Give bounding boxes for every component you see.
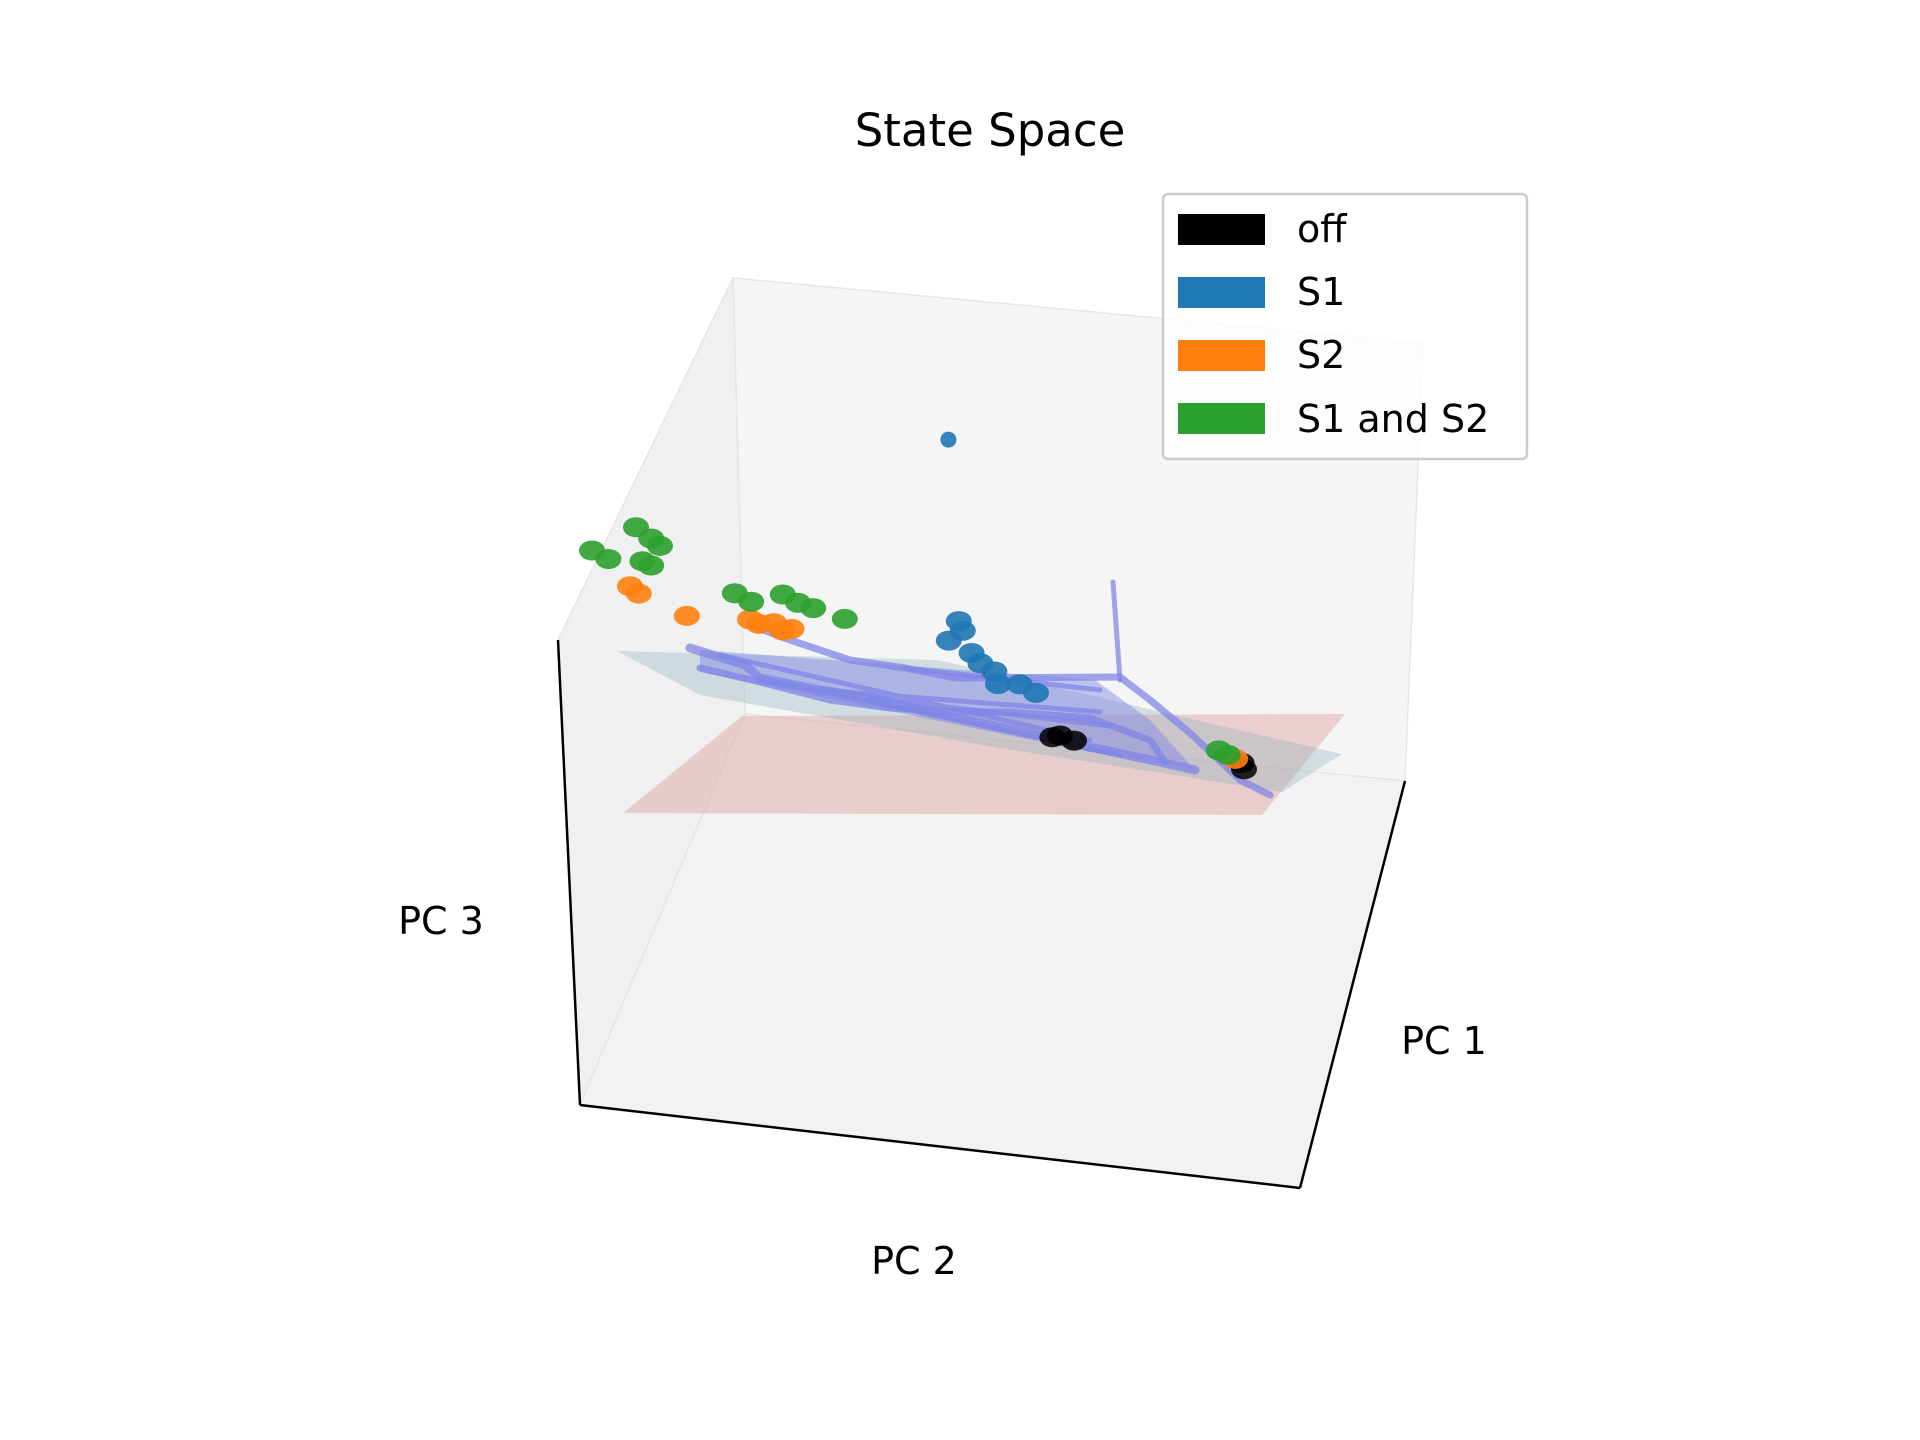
chart-title: State Space bbox=[855, 104, 1126, 157]
point-s2 bbox=[673, 605, 700, 626]
legend-label-off: off bbox=[1297, 207, 1347, 251]
legend-frame bbox=[1161, 192, 1529, 461]
point-s1-and-s2 bbox=[595, 549, 622, 569]
axis-lines bbox=[556, 639, 1407, 1190]
plane-lower bbox=[623, 714, 1345, 815]
legend-label-s2: S2 bbox=[1297, 333, 1345, 377]
axis-line-pc1 bbox=[1298, 780, 1407, 1189]
point-s2 bbox=[625, 583, 652, 604]
legend-patch-s1 bbox=[1178, 277, 1265, 308]
legend-label-s1: S1 bbox=[1297, 270, 1345, 314]
point-s1-and-s2 bbox=[1214, 744, 1241, 765]
axis-label-pc2: PC 2 bbox=[871, 1239, 957, 1283]
axis-label-pc3: PC 3 bbox=[398, 899, 484, 943]
axis-label-pc1: PC 1 bbox=[1401, 1019, 1487, 1063]
point-s1-and-s2 bbox=[647, 535, 673, 556]
point-s2 bbox=[778, 618, 805, 639]
legend-label-s1-and-s2: S1 and S2 bbox=[1297, 397, 1489, 441]
point-s1 bbox=[935, 630, 962, 651]
legend-patch-s1-and-s2 bbox=[1178, 403, 1265, 434]
axis-line-pc2 bbox=[579, 1103, 1301, 1190]
axis-line-pc3 bbox=[556, 639, 582, 1106]
legend-patch-off bbox=[1178, 214, 1265, 245]
legend: off S1 S2 S1 and S2 bbox=[1161, 192, 1529, 461]
trajectory-spike bbox=[1110, 579, 1123, 683]
point-s1-and-s2 bbox=[738, 591, 765, 612]
point-s1 bbox=[940, 431, 957, 448]
scatter-points bbox=[579, 431, 1257, 780]
point-s1 bbox=[1023, 682, 1049, 703]
point-off bbox=[1039, 727, 1066, 748]
point-s1 bbox=[985, 674, 1011, 695]
point-s1-and-s2 bbox=[638, 555, 665, 576]
point-s1-and-s2 bbox=[831, 608, 858, 629]
legend-patch-s2 bbox=[1178, 340, 1265, 371]
point-s1-and-s2 bbox=[800, 598, 827, 619]
